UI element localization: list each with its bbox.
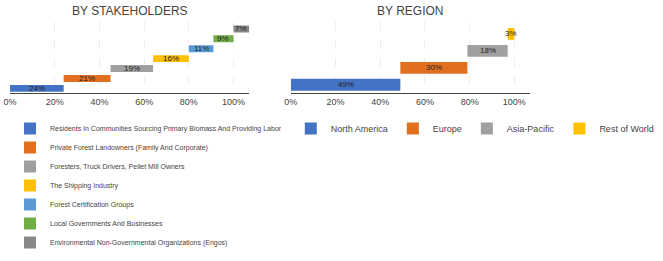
svg-text:BY REGION: BY REGION: [377, 4, 443, 18]
svg-text:The Shipping Industry: The Shipping Industry: [50, 182, 119, 190]
svg-text:18%: 18%: [480, 46, 496, 55]
svg-text:North America: North America: [331, 124, 388, 134]
svg-text:60%: 60%: [135, 97, 153, 107]
svg-text:24%: 24%: [29, 84, 45, 93]
svg-text:0%: 0%: [284, 97, 297, 107]
svg-text:Residents In Communities Sourc: Residents In Communities Sourcing Primar…: [50, 125, 282, 133]
svg-text:60%: 60%: [416, 97, 434, 107]
svg-text:Environmental Non-Governmental: Environmental Non-Governmental Organizat…: [50, 239, 227, 247]
svg-text:19%: 19%: [124, 64, 140, 73]
svg-text:40%: 40%: [371, 97, 389, 107]
svg-text:40%: 40%: [90, 97, 108, 107]
svg-text:100%: 100%: [503, 97, 526, 107]
svg-text:16%: 16%: [163, 54, 179, 63]
svg-text:100%: 100%: [222, 97, 245, 107]
svg-text:3%: 3%: [505, 29, 517, 38]
svg-text:80%: 80%: [461, 97, 479, 107]
svg-text:9%: 9%: [217, 34, 229, 43]
svg-text:0%: 0%: [3, 97, 16, 107]
svg-text:Foresters, Truck Drivers, Pell: Foresters, Truck Drivers, Pellet Mill Ow…: [50, 163, 185, 170]
svg-text:30%: 30%: [426, 63, 442, 72]
svg-text:11%: 11%: [194, 44, 209, 53]
svg-text:Private Forest Landowners (Fam: Private Forest Landowners (Family And Co…: [50, 144, 208, 152]
svg-text:Asia-Pacific: Asia-Pacific: [507, 124, 555, 134]
svg-text:Forest Certification Groups: Forest Certification Groups: [50, 201, 134, 209]
svg-text:80%: 80%: [180, 97, 198, 107]
svg-text:20%: 20%: [327, 97, 345, 107]
svg-text:21%: 21%: [79, 74, 95, 83]
svg-text:7%: 7%: [235, 24, 247, 33]
svg-text:BY STAKEHOLDERS: BY STAKEHOLDERS: [72, 4, 188, 18]
svg-text:Rest of World: Rest of World: [599, 124, 653, 134]
svg-text:49%: 49%: [338, 80, 354, 89]
svg-text:Europe: Europe: [433, 124, 462, 134]
svg-text:Local Governments And Business: Local Governments And Businesses: [50, 220, 163, 227]
svg-text:20%: 20%: [46, 97, 64, 107]
